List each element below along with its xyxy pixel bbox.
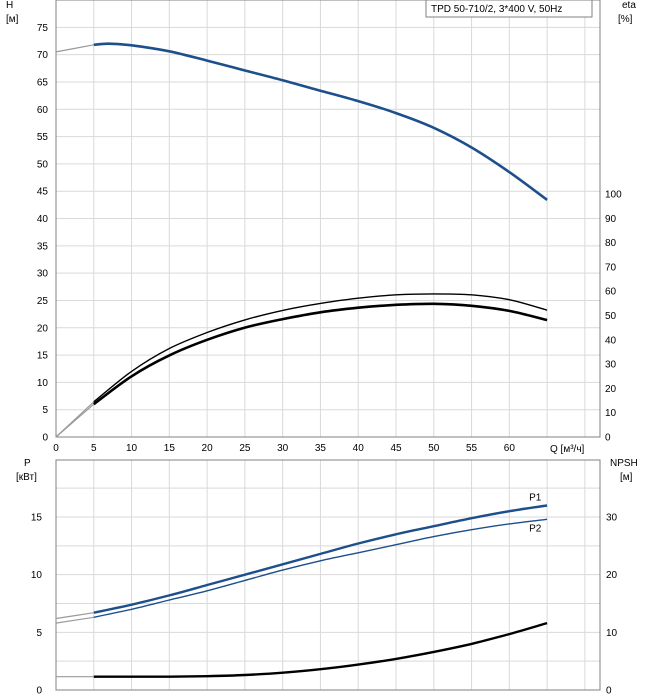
q-tick-label: 15 — [164, 443, 176, 454]
eta-tick-label: 80 — [605, 238, 617, 249]
h-tick-label: 35 — [37, 241, 49, 252]
q-tick-label: 20 — [202, 443, 214, 454]
q-tick-label: 10 — [126, 443, 138, 454]
top-plot-frame — [55, 0, 601, 438]
eta-tick-label: 30 — [605, 360, 617, 371]
p-tick-label: 0 — [36, 686, 42, 697]
p2-curve-extrapolated-line — [55, 616, 94, 624]
head-curve-line — [93, 42, 548, 201]
h-tick-label: 15 — [37, 351, 49, 362]
q-tick-label: 0 — [53, 443, 59, 454]
p1-series-label: P1 — [529, 492, 542, 503]
npsh-axis-unit: [м] — [620, 472, 633, 483]
q-tick-label: 45 — [390, 443, 402, 454]
q-tick-label: 5 — [91, 443, 97, 454]
p1-curve-line — [93, 504, 548, 614]
h-axis-unit: [м] — [6, 14, 19, 25]
q-tick-label: 60 — [504, 443, 516, 454]
p2-series-label: P2 — [529, 523, 542, 534]
head-efficiency-panel: 0510152025303540455055606570750102030405… — [6, 0, 636, 455]
npsh-tick-label: 10 — [606, 628, 618, 639]
eta-tick-label: 40 — [605, 335, 617, 346]
eta-tick-label: 90 — [605, 214, 617, 225]
q-axis-title: Q [м³/ч] — [550, 444, 585, 455]
p-tick-label: 15 — [31, 513, 43, 524]
bottom-plot-frame — [55, 459, 601, 691]
h-tick-label: 75 — [37, 23, 49, 34]
power-npsh-panel: 0 5 10 15 0 10 20 30 P1 P2 P [кВт] NPSH [м] — [16, 458, 638, 697]
head-curve-extrapolated-line — [55, 44, 94, 53]
eta-tick-label: 70 — [605, 262, 617, 273]
npsh-tick-label: 20 — [606, 570, 618, 581]
p-axis-title: P — [24, 458, 31, 469]
eta-axis-unit: [%] — [618, 14, 633, 25]
h-tick-label: 70 — [37, 50, 49, 61]
npsh-curve-line — [93, 621, 548, 678]
eta-lower-curve-line — [93, 302, 548, 406]
q-tick-label: 40 — [353, 443, 365, 454]
q-tick-label: 50 — [428, 443, 440, 454]
eta-tick-label: 20 — [605, 384, 617, 395]
eta-tick-label: 0 — [605, 433, 611, 444]
npsh-tick-label: 0 — [606, 686, 612, 697]
p-tick-label: 10 — [31, 570, 43, 581]
eta-tick-label: 100 — [605, 190, 622, 201]
q-tick-label: 35 — [315, 443, 327, 454]
h-tick-label: 55 — [37, 132, 49, 143]
h-tick-label: 0 — [42, 433, 48, 444]
h-tick-label: 65 — [37, 77, 49, 88]
p-tick-label: 5 — [36, 628, 42, 639]
h-tick-label: 30 — [37, 269, 49, 280]
eta-axis-title: eta — [622, 0, 636, 11]
eta-tick-label: 60 — [605, 287, 617, 298]
h-tick-label: 60 — [37, 105, 49, 116]
q-tick-label: 30 — [277, 443, 289, 454]
p-axis-unit: [кВт] — [16, 472, 37, 483]
eta-tick-label: 10 — [605, 408, 617, 419]
eta-tick-label: 50 — [605, 311, 617, 322]
chart-title-box — [425, 0, 593, 18]
h-tick-label: 10 — [37, 378, 49, 389]
npsh-tick-label: 30 — [606, 513, 618, 524]
p2-curve-line — [93, 518, 548, 618]
h-tick-label: 50 — [37, 159, 49, 170]
q-tick-label: 25 — [239, 443, 251, 454]
chart-title: TPD 50-710/2, 3*400 V, 50Hz — [431, 4, 562, 15]
eta-lower-curve-extrapolated-line — [55, 403, 95, 438]
npsh-axis-title: NPSH — [610, 458, 638, 469]
h-axis-title: H — [6, 0, 13, 11]
h-tick-label: 20 — [37, 323, 49, 334]
h-tick-label: 40 — [37, 214, 49, 225]
h-tick-label: 5 — [42, 405, 48, 416]
h-tick-label: 45 — [37, 187, 49, 198]
q-tick-label: 55 — [466, 443, 478, 454]
h-tick-label: 25 — [37, 296, 49, 307]
p1-curve-extrapolated-line — [55, 612, 94, 620]
eta-upper-curve-line — [93, 293, 548, 403]
